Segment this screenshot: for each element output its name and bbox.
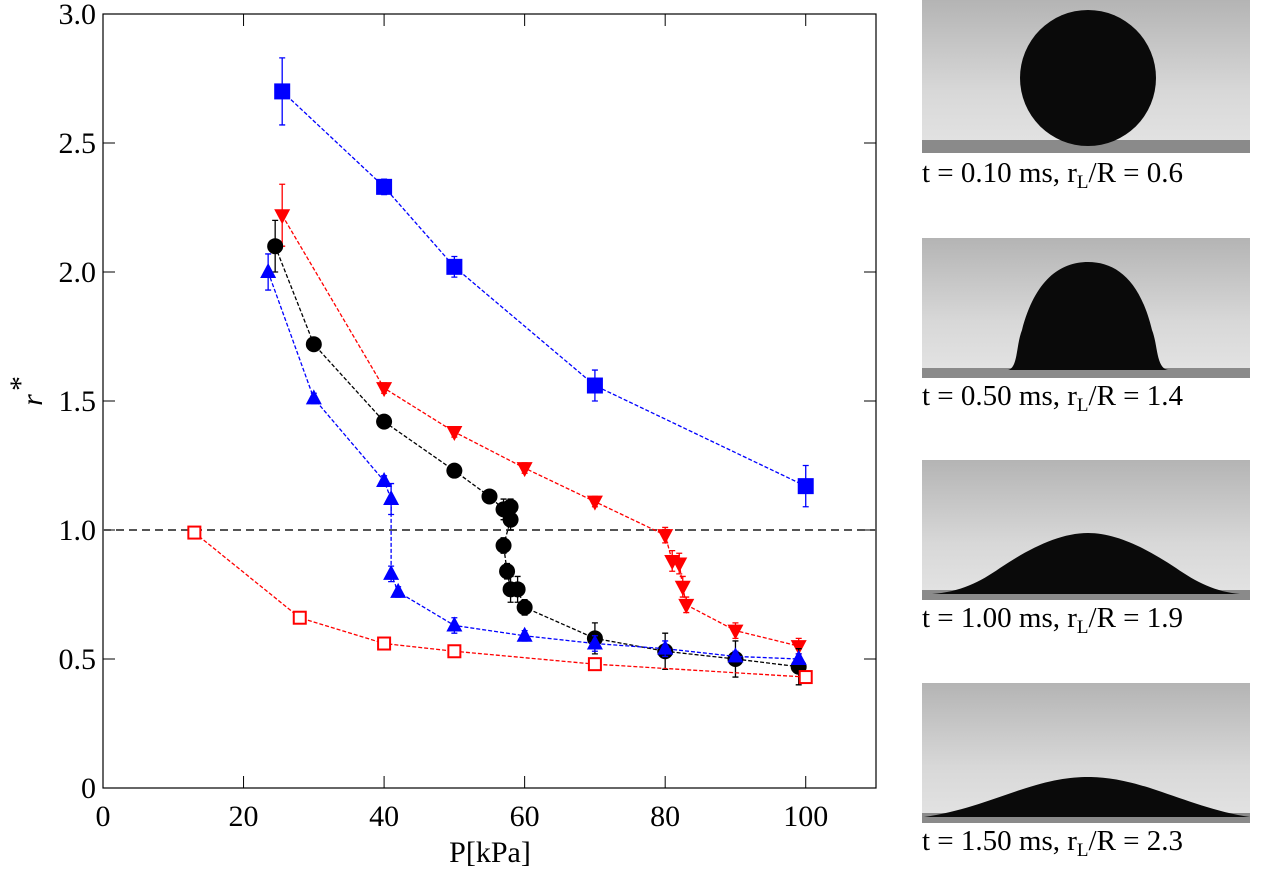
point — [383, 564, 400, 580]
caption-text: /R = 1.9 — [1089, 602, 1184, 634]
point — [446, 258, 463, 275]
point — [376, 178, 393, 195]
point — [671, 557, 688, 573]
point — [798, 670, 813, 685]
x-tick-label: 100 — [783, 800, 828, 833]
point — [657, 639, 674, 655]
point — [446, 616, 463, 632]
point — [260, 263, 277, 278]
point — [187, 525, 202, 540]
point — [274, 83, 291, 100]
y-tick-label: 0.5 — [59, 643, 97, 676]
series-line — [281, 214, 799, 647]
photo — [922, 238, 1250, 378]
x-tick-label: 20 — [229, 800, 259, 833]
point — [727, 647, 744, 663]
caption-text: /R = 1.4 — [1089, 380, 1184, 412]
y-axis-label-text: r — [16, 394, 49, 406]
caption-text: /R = 0.6 — [1089, 157, 1184, 189]
caption-text: t = 1.50 ms, r — [922, 825, 1077, 857]
plot-frame — [102, 13, 877, 789]
point — [376, 413, 393, 430]
point — [305, 389, 322, 405]
point — [499, 563, 516, 580]
point — [376, 382, 393, 398]
point — [516, 462, 533, 478]
caption-text: t = 0.10 ms, r — [922, 157, 1077, 189]
x-tick-label: 40 — [369, 800, 399, 833]
series-line — [193, 532, 806, 678]
photo-caption: t = 1.00 ms, rL/R = 1.9 — [922, 602, 1183, 638]
point — [383, 490, 400, 506]
point — [390, 582, 407, 598]
point — [495, 537, 512, 554]
point — [502, 511, 519, 528]
photo-caption: t = 0.50 ms, rL/R = 1.4 — [922, 380, 1184, 416]
series-line — [267, 271, 799, 660]
x-tick-label: 60 — [510, 800, 540, 833]
x-axis-label: P[kPa] — [449, 836, 531, 869]
y-axis-label-sup: * — [4, 376, 37, 391]
point — [305, 336, 322, 353]
point — [657, 529, 674, 545]
y-tick-label: 1.0 — [59, 514, 97, 547]
y-tick-label: 0 — [81, 772, 96, 805]
point — [587, 657, 602, 672]
caption-text: t = 0.50 ms, r — [922, 380, 1077, 412]
photo — [922, 683, 1250, 823]
point — [678, 598, 695, 614]
point — [674, 580, 691, 596]
point — [377, 636, 392, 651]
caption-text: /R = 2.3 — [1089, 825, 1184, 857]
point — [481, 488, 498, 505]
y-tick-label: 1.5 — [59, 385, 97, 418]
series-line — [274, 245, 799, 668]
point — [586, 495, 603, 511]
y-tick-label: 3.0 — [59, 0, 97, 31]
x-tick-label: 0 — [96, 800, 111, 833]
point — [292, 610, 307, 625]
caption-sub: L — [1077, 172, 1089, 193]
point — [516, 626, 533, 642]
point — [797, 478, 814, 495]
photo — [922, 460, 1250, 600]
x-tick-label: 80 — [650, 800, 680, 833]
point — [516, 599, 533, 616]
point — [790, 640, 807, 656]
point — [509, 581, 526, 598]
caption-text: t = 1.00 ms, r — [922, 602, 1077, 634]
series-line — [281, 90, 807, 487]
caption-sub: L — [1077, 617, 1089, 638]
y-tick-label: 2.5 — [59, 127, 97, 160]
point — [274, 209, 291, 225]
point — [447, 644, 462, 659]
photo-caption: t = 1.50 ms, rL/R = 2.3 — [922, 825, 1183, 861]
point — [267, 238, 284, 255]
point — [790, 650, 807, 665]
y-axis-label: r * — [4, 376, 49, 406]
point — [727, 624, 744, 640]
point — [446, 425, 463, 441]
point — [586, 634, 603, 650]
caption-sub: L — [1077, 395, 1089, 416]
y-tick-label: 2.0 — [59, 256, 97, 289]
point — [586, 377, 603, 394]
point — [376, 471, 393, 487]
point — [502, 498, 519, 515]
caption-sub: L — [1077, 840, 1089, 861]
photo-caption: t = 0.10 ms, rL/R = 0.6 — [922, 157, 1183, 193]
photo — [922, 0, 1250, 153]
point — [446, 462, 463, 479]
